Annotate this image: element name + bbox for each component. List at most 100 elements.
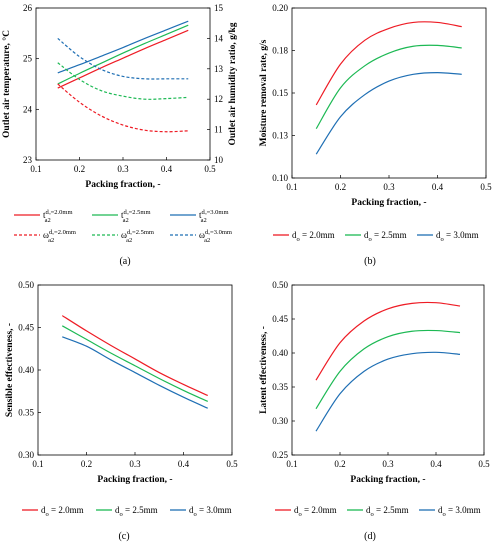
legend-label: do = 3.0mm	[438, 505, 481, 518]
x-tick-label: 0.2	[74, 164, 85, 174]
legend-label: do = 2.0mm	[294, 505, 337, 518]
x-tick-label: 0.1	[286, 182, 297, 192]
x-tick-label: 0.5	[478, 459, 490, 469]
legend-label: tdₒ=2.0mm a2	[43, 209, 73, 224]
y-tick-label: 0.15	[272, 88, 288, 98]
y-tick-label: 0.45	[18, 323, 34, 333]
series-line-2	[61, 325, 208, 402]
panel-c: 0.1 0.2 0.3 0.4 0.5 0.30 0.35 0.40 0.45 0.50 Packi…	[0, 275, 248, 550]
panel-caption: (a)	[119, 256, 130, 267]
legend-label: do = 2.0mm	[292, 230, 335, 243]
panel-caption: (c)	[118, 531, 129, 542]
series-line-6	[57, 37, 189, 80]
legend-label: ωdₒ=2.0mm a2	[43, 229, 76, 244]
y-tick-label: 23	[23, 155, 33, 165]
series-line-4	[57, 83, 189, 133]
series-line-1	[315, 21, 462, 106]
y-tick-label: 0.50	[18, 280, 34, 290]
series-line-5	[57, 62, 189, 100]
x-tick-label: 0.5	[480, 182, 492, 192]
x-axis-label: Packing fraction, -	[97, 475, 172, 485]
x-tick-label: 0.2	[335, 182, 346, 192]
x-tick-label: 0.1	[30, 164, 41, 174]
panel-caption: (b)	[364, 256, 376, 267]
y-right-axis-label: Outlet air humidity ratio, g/kg	[228, 22, 238, 145]
y-axis-label: Outlet air temperature, °C	[1, 30, 12, 138]
x-tick-label: 0.4	[178, 459, 190, 469]
series-line-1	[315, 301, 461, 381]
chart-c: 0.1 0.2 0.3 0.4 0.5 0.30 0.35 0.40 0.45 0.50 Packi…	[5, 280, 238, 542]
y-tick-label: 0.25	[272, 450, 288, 460]
legend-label: do = 2.0mm	[41, 505, 84, 518]
x-tick-label: 0.3	[117, 164, 129, 174]
legend-label: do = 3.0mm	[189, 505, 232, 518]
y-tick-label: 0.18	[272, 46, 288, 56]
panel-b: 0.1 0.2 0.3 0.4 0.5 0.10 0.13 0.15 0.18 0.20 Packi…	[248, 0, 495, 275]
y-tick-label: 0.13	[272, 131, 288, 141]
x-tick-label: 0.3	[383, 182, 395, 192]
legend-label: ωdₒ=2.5mm a2	[121, 229, 154, 244]
x-tick-label: 0.5	[204, 164, 216, 174]
x-tick-label: 0.1	[286, 459, 297, 469]
y-right-tick-label: 13	[214, 64, 224, 74]
legend-label: do = 2.5mm	[366, 505, 409, 518]
series-line-3	[62, 336, 208, 409]
x-axis-label: Packing fraction, -	[85, 180, 160, 190]
y-right-tick-label: 11	[214, 125, 223, 135]
plot-frame	[35, 7, 211, 161]
legend-label: tdₒ=2.5mm a2	[121, 209, 151, 224]
series-line-2	[315, 44, 462, 130]
series-line-3	[315, 71, 462, 155]
x-tick-label: 0.3	[129, 459, 141, 469]
series-line-3	[315, 351, 461, 432]
y-tick-label: 0.20	[272, 3, 288, 13]
y-tick-label: 0.30	[272, 416, 288, 426]
y-tick-label: 0.35	[18, 408, 34, 418]
x-tick-label: 0.3	[382, 459, 394, 469]
legend-label: tdₒ=3.0mm a2	[199, 209, 229, 224]
legend-label: ωdₒ=3.0mm a2	[199, 229, 232, 244]
x-tick-label: 0.4	[430, 459, 442, 469]
y-tick-label: 24	[23, 104, 33, 114]
y-axis-label: Sensible effectiveness, -	[5, 323, 15, 417]
y-right-tick-label: 12	[214, 94, 223, 104]
x-axis-label: Packing fraction, -	[350, 475, 425, 485]
legend-label: do = 2.5mm	[364, 230, 407, 243]
x-tick-label: 0.2	[81, 459, 92, 469]
panel-a: 0.1 0.2 0.3 0.4 0.5 23 24 25 26 10 11 12 13 14 15 Packi…	[0, 0, 248, 275]
legend-label: do = 2.5mm	[115, 505, 158, 518]
series-line-2	[57, 24, 189, 85]
y-tick-label: 25	[23, 54, 33, 64]
legend-label: do = 3.0mm	[436, 230, 479, 243]
plot-frame	[37, 284, 233, 456]
y-tick-label: 0.30	[18, 450, 34, 460]
x-tick-label: 0.4	[161, 164, 173, 174]
chart-a: 0.1 0.2 0.3 0.4 0.5 23 24 25 26 10 11 12 13 14 15 Packi…	[1, 3, 238, 267]
y-right-tick-label: 10	[214, 155, 224, 165]
y-tick-label: 0.40	[18, 365, 34, 375]
panel-caption: (d)	[364, 531, 376, 542]
x-axis-label: Packing fraction, -	[351, 198, 426, 208]
series-line-2	[315, 329, 461, 410]
y-axis-label: Moisture removal rate, g/s	[259, 39, 269, 146]
y-tick-label: 0.40	[272, 348, 288, 358]
y-tick-label: 0.50	[272, 280, 288, 290]
y-right-tick-label: 14	[214, 33, 224, 43]
y-tick-label: 0.45	[272, 314, 288, 324]
x-tick-label: 0.2	[334, 459, 345, 469]
plot-frame	[291, 284, 485, 456]
y-axis-label: Latent effectiveness, -	[259, 326, 269, 414]
plot-frame	[291, 7, 487, 179]
y-right-tick-label: 15	[214, 3, 224, 13]
x-tick-label: 0.4	[432, 182, 444, 192]
series-line-1	[57, 29, 189, 89]
chart-b: 0.1 0.2 0.3 0.4 0.5 0.10 0.13 0.15 0.18 0.20 Packi…	[259, 3, 492, 267]
series-line-1	[61, 315, 208, 397]
panel-d: 0.1 0.2 0.3 0.4 0.5 0.25 0.30 0.35 0.40 0.45 0.50 P…	[248, 275, 495, 550]
x-tick-label: 0.1	[32, 459, 43, 469]
chart-d: 0.1 0.2 0.3 0.4 0.5 0.25 0.30 0.35 0.40 0.45 0.50 P…	[259, 280, 490, 542]
y-tick-label: 26	[23, 3, 33, 13]
y-tick-label: 0.10	[272, 173, 288, 183]
series-line-3	[57, 20, 189, 74]
x-tick-label: 0.5	[226, 459, 238, 469]
